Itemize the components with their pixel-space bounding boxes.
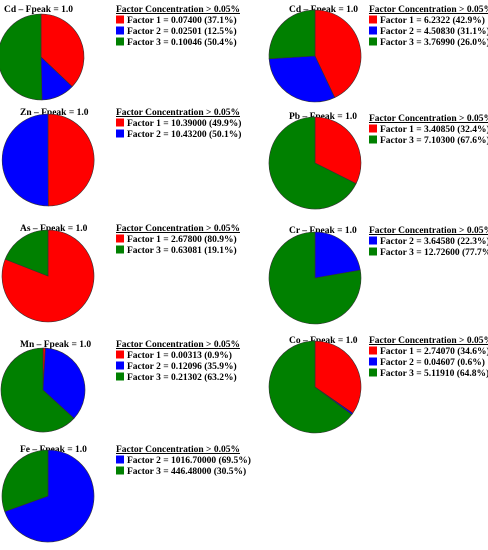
pie-title: Mn – Fpeak = 1.0 (20, 340, 91, 350)
pie-slice (40, 13, 85, 88)
legend-swatch (116, 372, 124, 381)
pie-panel: Cd – Fpeak = 1.0 Factor Concentration > 0… (0, 5, 240, 101)
legend-header: Factor Concentration > 0.05% (116, 445, 240, 455)
pie-panel: Fe – Fpeak = 1.0 Factor Concentration > 0… (1, 445, 251, 543)
legend-swatch (369, 357, 377, 366)
legend-swatch (116, 466, 124, 475)
legend-entry: Factor 2 = 10.43200 (50.1%) (127, 129, 241, 140)
pie-slice (1, 113, 49, 207)
legend-entry: Factor 1 = 6.2322 (42.9%) (380, 15, 485, 26)
legend-header: Factor Concentration > 0.05% (116, 5, 240, 15)
pie-slice (314, 340, 362, 414)
legend-entry: Factor 2 = 1016.70000 (69.5%) (127, 455, 251, 466)
pie-slice (268, 9, 316, 60)
legend-swatch (369, 346, 377, 355)
pie-slice (0, 13, 43, 101)
legend-entry: Factor 3 = 5.11910 (64.8%) (380, 368, 488, 379)
legend-entry: Factor 3 = 0.10046 (50.4%) (127, 37, 237, 48)
pie-slice (314, 9, 362, 98)
legend-entry: Factor 1 = 2.67800 (80.9%) (127, 234, 237, 245)
pie-slice (0, 347, 75, 433)
pie-title: As – Fpeak = 1.0 (20, 224, 88, 234)
pie-panel: Cr – Fpeak = 1.0 Factor Concentration > 0… (268, 226, 488, 325)
legend-entry: Factor 3 = 446.48000 (30.5%) (127, 466, 246, 477)
legend-swatch (369, 15, 377, 24)
pie-title: Pb – Fpeak = 1.0 (289, 112, 357, 122)
legend-entry: Factor 1 = 0.00313 (0.9%) (127, 350, 232, 361)
pie-panel: Mn – Fpeak = 1.0 Factor Concentration > 0… (0, 340, 240, 433)
legend-entry: Factor 3 = 0.21302 (63.2%) (127, 372, 237, 383)
legend-swatch (369, 124, 377, 133)
pie-slice (1, 449, 49, 513)
legend-header: Factor Concentration > 0.05% (369, 114, 488, 124)
legend-header: Factor Concentration > 0.05% (369, 5, 488, 15)
pie-title: Co – Fpeak = 1.0 (289, 336, 358, 346)
pie-title: Fe – Fpeak = 1.0 (20, 445, 87, 455)
legend-entry: Factor 2 = 4.50830 (31.1%) (380, 26, 488, 37)
legend-swatch (369, 135, 377, 144)
legend-header: Factor Concentration > 0.05% (369, 336, 488, 346)
legend-entry: Factor 2 = 0.02501 (12.5%) (127, 26, 237, 37)
legend-entry: Factor 2 = 0.04607 (0.6%) (380, 357, 485, 368)
legend-entry: Factor 3 = 7.10300 (67.6%) (380, 135, 488, 146)
legend-swatch (369, 368, 377, 377)
pie-slice (268, 340, 353, 434)
legend-swatch (116, 455, 124, 464)
legend-header: Factor Concentration > 0.05% (116, 224, 240, 234)
legend-swatch (116, 129, 124, 138)
legend-entry: Factor 3 = 0.63081 (19.1%) (127, 245, 237, 256)
legend-swatch (369, 37, 377, 46)
legend-swatch (369, 26, 377, 35)
pie-slice (47, 113, 95, 207)
legend-entry: Factor 1 = 10.39000 (49.9%) (127, 118, 241, 129)
legend-swatch (116, 245, 124, 254)
legend-swatch (116, 26, 124, 35)
legend-swatch (116, 361, 124, 370)
legend-swatch (369, 247, 377, 256)
pie-panel: Co – Fpeak = 1.0 Factor Concentration > 0… (268, 336, 488, 434)
legend-swatch (116, 350, 124, 359)
pie-slice (314, 116, 362, 185)
pie-slice (268, 55, 336, 103)
pie-title: Cd – Fpeak = 1.0 (4, 5, 73, 15)
legend-entry: Factor 2 = 0.12096 (35.9%) (127, 361, 237, 372)
legend-swatch (369, 236, 377, 245)
pie-slice (1, 229, 95, 323)
legend-swatch (116, 118, 124, 127)
legend-entry: Factor 3 = 3.76990 (26.0%) (380, 37, 488, 48)
pie-title: Cd – Fpeak = 1.0 (289, 5, 358, 15)
pie-slice (42, 347, 86, 419)
pie-slice (268, 231, 362, 325)
pie-title: Zn – Fpeak = 1.0 (20, 108, 89, 118)
legend-entry: Factor 1 = 3.40850 (32.4%) (380, 124, 488, 135)
legend-entry: Factor 2 = 3.64580 (22.3%) (380, 236, 488, 247)
pie-title: Cr – Fpeak = 1.0 (289, 226, 357, 236)
pie-slice (4, 449, 95, 543)
legend-swatch (116, 15, 124, 24)
pie-slice (314, 231, 361, 279)
legend-header: Factor Concentration > 0.05% (369, 226, 488, 236)
pie-slice (268, 116, 357, 210)
legend-entry: Factor 1 = 2.74070 (34.6%) (380, 346, 488, 357)
legend-entry: Factor 3 = 12.72600 (77.7%) (380, 247, 488, 258)
pie-panel: Zn – Fpeak = 1.0 Factor Concentration > 0… (1, 108, 241, 207)
legend-header: Factor Concentration > 0.05% (116, 340, 240, 350)
pie-panel: Cd – Fpeak = 1.0 Factor Concentration > 0… (268, 5, 488, 103)
legend-entry: Factor 1 = 0.07400 (37.1%) (127, 15, 237, 26)
pie-slice (4, 229, 49, 277)
pie-panel: As – Fpeak = 1.0 Factor Concentration > 0… (1, 224, 240, 323)
pie-panel: Pb – Fpeak = 1.0 Factor Concentration > 0… (268, 112, 488, 210)
legend-swatch (116, 234, 124, 243)
legend-header: Factor Concentration > 0.05% (116, 108, 240, 118)
legend-swatch (116, 37, 124, 46)
